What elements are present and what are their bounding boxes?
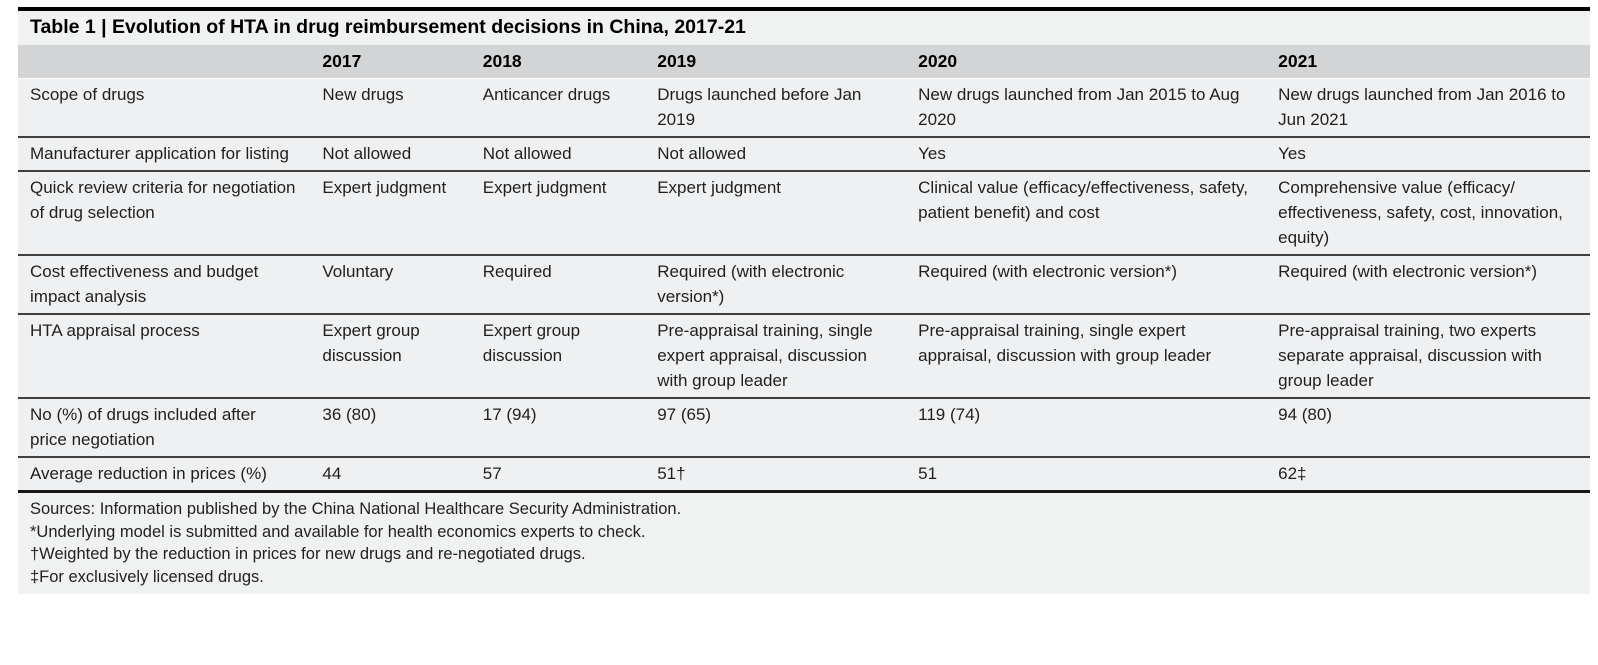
table-cell: Required (with electronic version*) [918, 262, 1178, 281]
footnote-sources: Sources: Information published by the Ch… [30, 500, 682, 518]
table-cell: New drugs [322, 85, 404, 104]
row-label: Quick review criteria for negotiation of… [30, 178, 296, 222]
table-row-average-price-reduction: Average reduction in prices (%) 44 57 51… [18, 456, 1590, 490]
table-cell: Required [482, 262, 552, 281]
year-header-2021: 2021 [1278, 51, 1318, 71]
table-cell: Pre-appraisal training, two experts sepa… [1278, 321, 1542, 390]
year-header-2019: 2019 [657, 51, 697, 71]
table-cell: 44 [322, 464, 342, 483]
year-header-2017: 2017 [322, 51, 362, 71]
table-row-scope-of-drugs: Scope of drugs New drugs Anticancer drug… [18, 78, 1590, 136]
table-cell: Required (with electronic version*) [1278, 262, 1538, 281]
table-cell: 119 (74) [918, 405, 981, 424]
row-label: HTA appraisal process [30, 321, 200, 340]
table-cell: Pre-appraisal training, single expert ap… [657, 321, 873, 390]
table-cell: 51† [657, 464, 686, 483]
table-cell: Anticancer drugs [482, 85, 611, 104]
row-label: Average reduction in prices (%) [30, 464, 267, 483]
hta-evolution-table: Table 1 | Evolution of HTA in drug reimb… [18, 7, 1590, 594]
row-label: Manufacturer application for listing [30, 144, 289, 163]
table-cell: Expert judgment [657, 178, 782, 197]
table-cell: Not allowed [657, 144, 747, 163]
table-row-manufacturer-application: Manufacturer application for listing Not… [18, 136, 1590, 170]
table-cell: Yes [918, 144, 946, 163]
table-cell: 62‡ [1278, 464, 1307, 483]
table-cell: 57 [482, 464, 502, 483]
table-cell: Comprehensive value (efficacy/ effective… [1278, 178, 1563, 247]
row-label: Cost effectiveness and budget impact ana… [30, 262, 259, 306]
table-body: Scope of drugs New drugs Anticancer drug… [18, 78, 1590, 493]
table-cell: New drugs launched from Jan 2016 to Jun … [1278, 85, 1566, 129]
footnote-double-dagger: ‡For exclusively licensed drugs. [30, 567, 264, 586]
table-cell: Pre-appraisal training, single expert ap… [918, 321, 1212, 365]
table-cell: New drugs launched from Jan 2015 to Aug … [918, 85, 1240, 129]
table-cell: 97 (65) [657, 405, 712, 424]
table-row-cost-effectiveness: Cost effectiveness and budget impact ana… [18, 254, 1590, 313]
table-header-row: 2017 2018 2019 2020 2021 [18, 45, 1590, 78]
table-cell: Voluntary [322, 262, 394, 281]
table-cell: 94 (80) [1278, 405, 1333, 424]
table-cell: Yes [1278, 144, 1306, 163]
table-cell: Expert judgment [322, 178, 447, 197]
year-header-2018: 2018 [482, 51, 522, 71]
header-cell-empty [18, 45, 310, 78]
table-cell: 17 (94) [482, 405, 537, 424]
footnote-dagger: †Weighted by the reduction in prices for… [30, 545, 586, 563]
table-footnotes: Sources: Information published by the Ch… [18, 493, 1590, 594]
table-cell: Expert judgment [482, 178, 607, 197]
table-cell: Not allowed [482, 144, 572, 163]
row-label: Scope of drugs [30, 85, 145, 104]
table-cell: Not allowed [322, 144, 412, 163]
footnote-asterisk: *Underlying model is submitted and avail… [30, 522, 646, 541]
table-cell: Expert group discussion [482, 321, 581, 365]
table-cell: 36 (80) [322, 405, 377, 424]
year-header-2020: 2020 [918, 51, 958, 71]
table-row-quick-review-criteria: Quick review criteria for negotiation of… [18, 170, 1590, 254]
row-label: No (%) of drugs included after price neg… [30, 405, 256, 449]
table-cell: 51 [918, 464, 938, 483]
table-cell: Drugs launched before Jan 2019 [657, 85, 862, 129]
table-cell: Clinical value (efficacy/effectiveness, … [918, 178, 1248, 222]
table-title: Table 1 | Evolution of HTA in drug reimb… [18, 11, 1590, 45]
table-cell: Expert group discussion [322, 321, 420, 365]
table-cell: Required (with electronic version*) [657, 262, 845, 306]
table-row-hta-appraisal-process: HTA appraisal process Expert group discu… [18, 313, 1590, 397]
table-row-drugs-included: No (%) of drugs included after price neg… [18, 397, 1590, 456]
